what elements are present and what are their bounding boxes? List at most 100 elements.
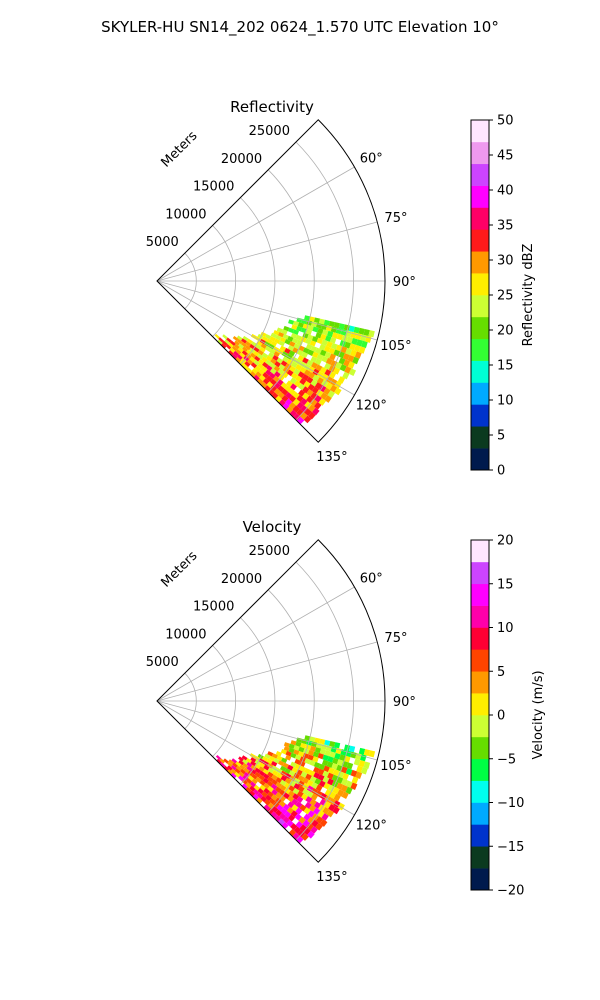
colorbar-tick-label: 50 xyxy=(497,114,514,129)
echo-cell xyxy=(353,326,360,334)
echo-cell xyxy=(336,759,344,767)
azimuth-tick-label: 90° xyxy=(393,275,416,290)
echo-cell xyxy=(324,739,331,746)
echo-cell xyxy=(252,793,259,801)
echo-cell xyxy=(262,768,270,775)
echo-cell xyxy=(238,343,244,349)
echo-cell xyxy=(316,337,324,345)
echo-cell xyxy=(273,365,281,372)
echo-cell xyxy=(271,794,278,801)
echo-cell xyxy=(306,790,314,798)
echo-cell xyxy=(294,763,302,770)
echo-cell xyxy=(354,351,362,359)
colorbar-swatch xyxy=(471,736,489,760)
echo-cell xyxy=(263,773,270,780)
echo-cell xyxy=(258,762,266,768)
echo-cell xyxy=(294,754,302,761)
echo-cell xyxy=(329,741,336,748)
echo-cell xyxy=(368,330,375,338)
colorbar-tick-label: 30 xyxy=(497,254,514,269)
colorbar-tick-label: 45 xyxy=(497,149,514,164)
echo-cell xyxy=(299,765,306,773)
echo-cell xyxy=(291,798,299,806)
echo-cell xyxy=(323,765,330,773)
echo-cell xyxy=(299,366,307,374)
echo-cell xyxy=(337,802,345,811)
echo-cell xyxy=(267,785,274,793)
echo-cell xyxy=(306,822,314,831)
echo-cell xyxy=(305,796,313,804)
echo-cell xyxy=(292,793,300,801)
echo-cell xyxy=(292,405,300,413)
echo-cell xyxy=(314,395,322,403)
range-tick-label: 15000 xyxy=(193,600,234,615)
echo-cell xyxy=(358,747,366,755)
echo-cell xyxy=(355,771,363,779)
echo-cell xyxy=(287,764,294,771)
echo-cell xyxy=(254,771,261,778)
colorbar-swatch xyxy=(471,229,489,252)
colorbar-swatch xyxy=(471,251,489,274)
azimuth-line xyxy=(156,641,378,702)
echo-cell xyxy=(311,782,319,789)
echo-cell xyxy=(304,735,311,741)
echo-cell xyxy=(302,392,310,400)
echo-cell xyxy=(265,355,273,362)
echo-cell xyxy=(240,338,247,344)
echo-cell xyxy=(340,784,348,793)
echo-cell xyxy=(280,360,288,367)
echo-cell xyxy=(321,759,329,767)
echo-cell xyxy=(274,814,282,822)
echo-cell xyxy=(301,793,309,801)
echo-cell xyxy=(280,775,288,782)
echo-cell xyxy=(283,325,290,332)
echo-cell xyxy=(226,337,232,343)
echo-cell xyxy=(318,780,326,788)
echo-cell xyxy=(259,346,266,353)
echo-cell xyxy=(319,384,327,393)
echo-cell xyxy=(266,758,273,765)
echo-cell xyxy=(314,737,321,744)
echo-cell xyxy=(261,352,269,359)
echo-cell xyxy=(307,325,314,331)
echo-cell xyxy=(290,761,297,768)
echo-cell xyxy=(308,804,317,812)
echo-cell xyxy=(288,747,295,754)
colorbar-swatch xyxy=(471,316,489,340)
echo-cell xyxy=(304,401,312,409)
range-tick-label: 5000 xyxy=(146,655,179,670)
echo-cell xyxy=(341,778,348,786)
echo-cell xyxy=(250,362,258,369)
echo-cell xyxy=(275,809,283,817)
echo-cell xyxy=(346,336,353,344)
echo-cell xyxy=(295,807,303,815)
echo-cell xyxy=(290,823,298,831)
echo-cell xyxy=(313,766,320,774)
echo-cell xyxy=(336,333,344,341)
echo-cell xyxy=(254,767,261,774)
echo-cell xyxy=(309,316,316,322)
echo-cell xyxy=(289,377,297,385)
colorbar-swatch xyxy=(471,627,489,650)
echo-cell xyxy=(246,349,253,356)
echo-cell xyxy=(293,745,300,751)
echo-cell xyxy=(270,368,277,375)
azimuth-tick-label: 90° xyxy=(393,695,416,710)
echo-cell xyxy=(280,807,288,815)
azimuth-line xyxy=(156,166,355,282)
echo-cell xyxy=(265,359,272,366)
echo-cell xyxy=(319,819,328,827)
echo-cell xyxy=(253,374,260,382)
echo-cell xyxy=(259,784,266,791)
echo-cell xyxy=(263,804,271,812)
echo-cell xyxy=(324,362,331,370)
azimuth-tick-label: 60° xyxy=(360,151,383,166)
echo-cell xyxy=(296,349,304,356)
colorbar-swatch xyxy=(471,802,489,825)
echo-cell xyxy=(324,351,332,359)
azimuth-tick-label: 105° xyxy=(380,339,411,354)
echo-cell xyxy=(294,813,302,821)
echo-cell xyxy=(283,742,290,748)
echo-cell xyxy=(266,375,273,382)
echo-cell xyxy=(309,398,318,407)
